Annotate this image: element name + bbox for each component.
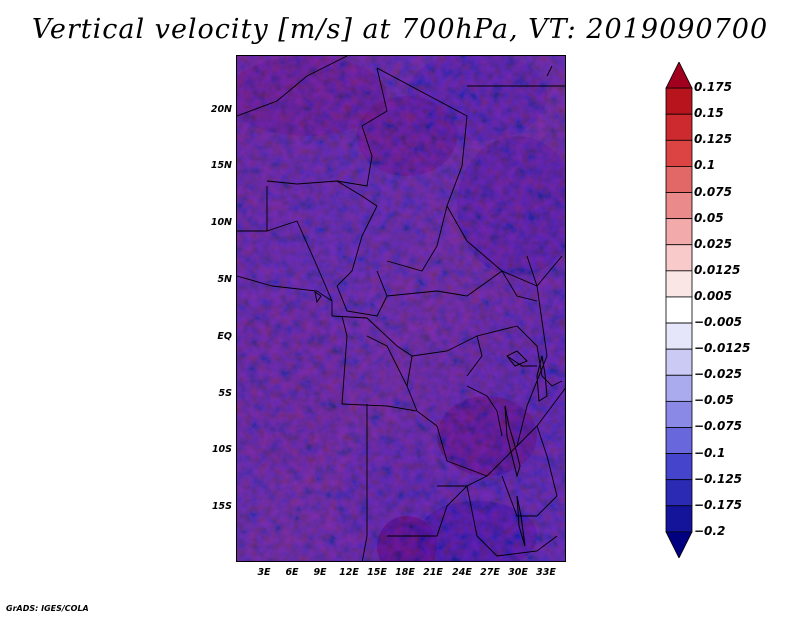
colorbar-label: −0.2 [694, 523, 726, 538]
colorbar-segment [665, 218, 693, 246]
vertical-velocity-field [237, 56, 565, 561]
colorbar-label: −0.025 [694, 367, 743, 382]
colorbar-label: −0.1 [694, 445, 726, 460]
colorbar-label: 0.05 [694, 210, 724, 225]
colorbar-label: 0.0125 [694, 262, 741, 277]
lon-label-9e: 9E [313, 567, 327, 578]
colorbar [665, 62, 693, 558]
lat-label-5s: 5S [218, 388, 232, 399]
colorbar-segment [665, 62, 693, 89]
lon-label-24e: 24E [452, 567, 472, 578]
lat-label-10n: 10N [210, 217, 232, 228]
colorbar-segment [665, 374, 693, 402]
lat-label-15n: 15N [210, 160, 232, 171]
lon-label-21e: 21E [423, 567, 443, 578]
lat-label-10s: 10S [211, 444, 232, 455]
colorbar-label: 0.175 [694, 80, 732, 95]
colorbar-segment [665, 453, 693, 481]
colorbar-label: −0.125 [694, 471, 743, 486]
lat-label-5n: 5N [217, 274, 232, 285]
map-title: Vertical velocity [m/s] at 700hPa, VT: 2… [31, 14, 769, 45]
colorbar-segment [665, 244, 693, 272]
lat-label-eq: EQ [217, 331, 232, 342]
map-panel [236, 55, 566, 562]
colorbar-label: 0.005 [694, 288, 732, 303]
colorbar-label: −0.175 [694, 497, 743, 512]
colorbar-segment [665, 296, 693, 324]
lon-label-3e: 3E [257, 567, 271, 578]
colorbar-label: 0.1 [694, 158, 716, 173]
colorbar-segment [665, 348, 693, 376]
colorbar-segment [665, 531, 693, 558]
lon-label-6e: 6E [285, 567, 299, 578]
colorbar-segment [665, 400, 693, 428]
lon-label-33e: 33E [536, 567, 556, 578]
colorbar-segment [665, 139, 693, 167]
colorbar-segment [665, 479, 693, 507]
colorbar-segment [665, 166, 693, 193]
colorbar-label: 0.125 [694, 132, 732, 147]
lon-label-12e: 12E [339, 567, 359, 578]
colorbar-label: 0.025 [694, 236, 732, 251]
lon-label-15e: 15E [367, 567, 387, 578]
grads-credit: GrADS: IGES/COLA [6, 604, 89, 613]
colorbar-segment [665, 505, 693, 533]
lat-label-20n: 20N [210, 104, 232, 115]
colorbar-label: −0.075 [694, 419, 743, 434]
lon-label-27e: 27E [480, 567, 500, 578]
colorbar-label: 0.15 [694, 106, 724, 121]
colorbar-label: −0.005 [694, 315, 743, 330]
lon-label-30e: 30E [508, 567, 528, 578]
colorbar-segment [665, 87, 693, 115]
colorbar-segment [665, 192, 693, 220]
colorbar-segment [665, 113, 693, 141]
colorbar-segment [665, 270, 693, 298]
lon-label-18e: 18E [395, 567, 415, 578]
colorbar-label: −0.0125 [694, 341, 751, 356]
colorbar-label: −0.05 [694, 393, 734, 408]
colorbar-label: 0.075 [694, 184, 732, 199]
lat-label-15s: 15S [211, 501, 232, 512]
colorbar-segment [665, 322, 693, 350]
colorbar-segment [665, 427, 693, 454]
